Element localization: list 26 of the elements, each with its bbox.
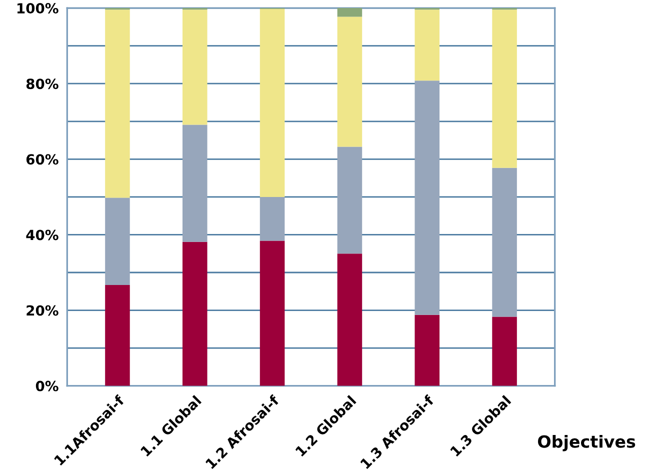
y-tick-label: 0% [36, 380, 58, 392]
bar [105, 198, 130, 285]
y-tick-label: 100% [17, 3, 58, 14]
y-tick-label: 80% [26, 78, 58, 90]
bar [337, 16, 362, 147]
bar [337, 146, 362, 254]
x-axis-title: Objectives [538, 434, 636, 452]
bar [105, 10, 130, 198]
bar [337, 8, 362, 17]
bar [414, 80, 440, 315]
y-tick-label: 40% [26, 230, 58, 240]
bar [182, 242, 208, 386]
bar [337, 254, 362, 386]
bar [260, 196, 285, 241]
bar [182, 10, 208, 125]
y-tick-label: 60% [26, 154, 58, 165]
y-tick-label: 20% [26, 305, 58, 316]
bar [260, 240, 285, 386]
bar [492, 316, 517, 386]
bar [260, 8, 285, 197]
bar [492, 168, 517, 317]
bar [492, 10, 517, 168]
bar [105, 284, 130, 386]
bar [414, 10, 440, 81]
bar [414, 314, 440, 386]
bar [182, 124, 208, 242]
